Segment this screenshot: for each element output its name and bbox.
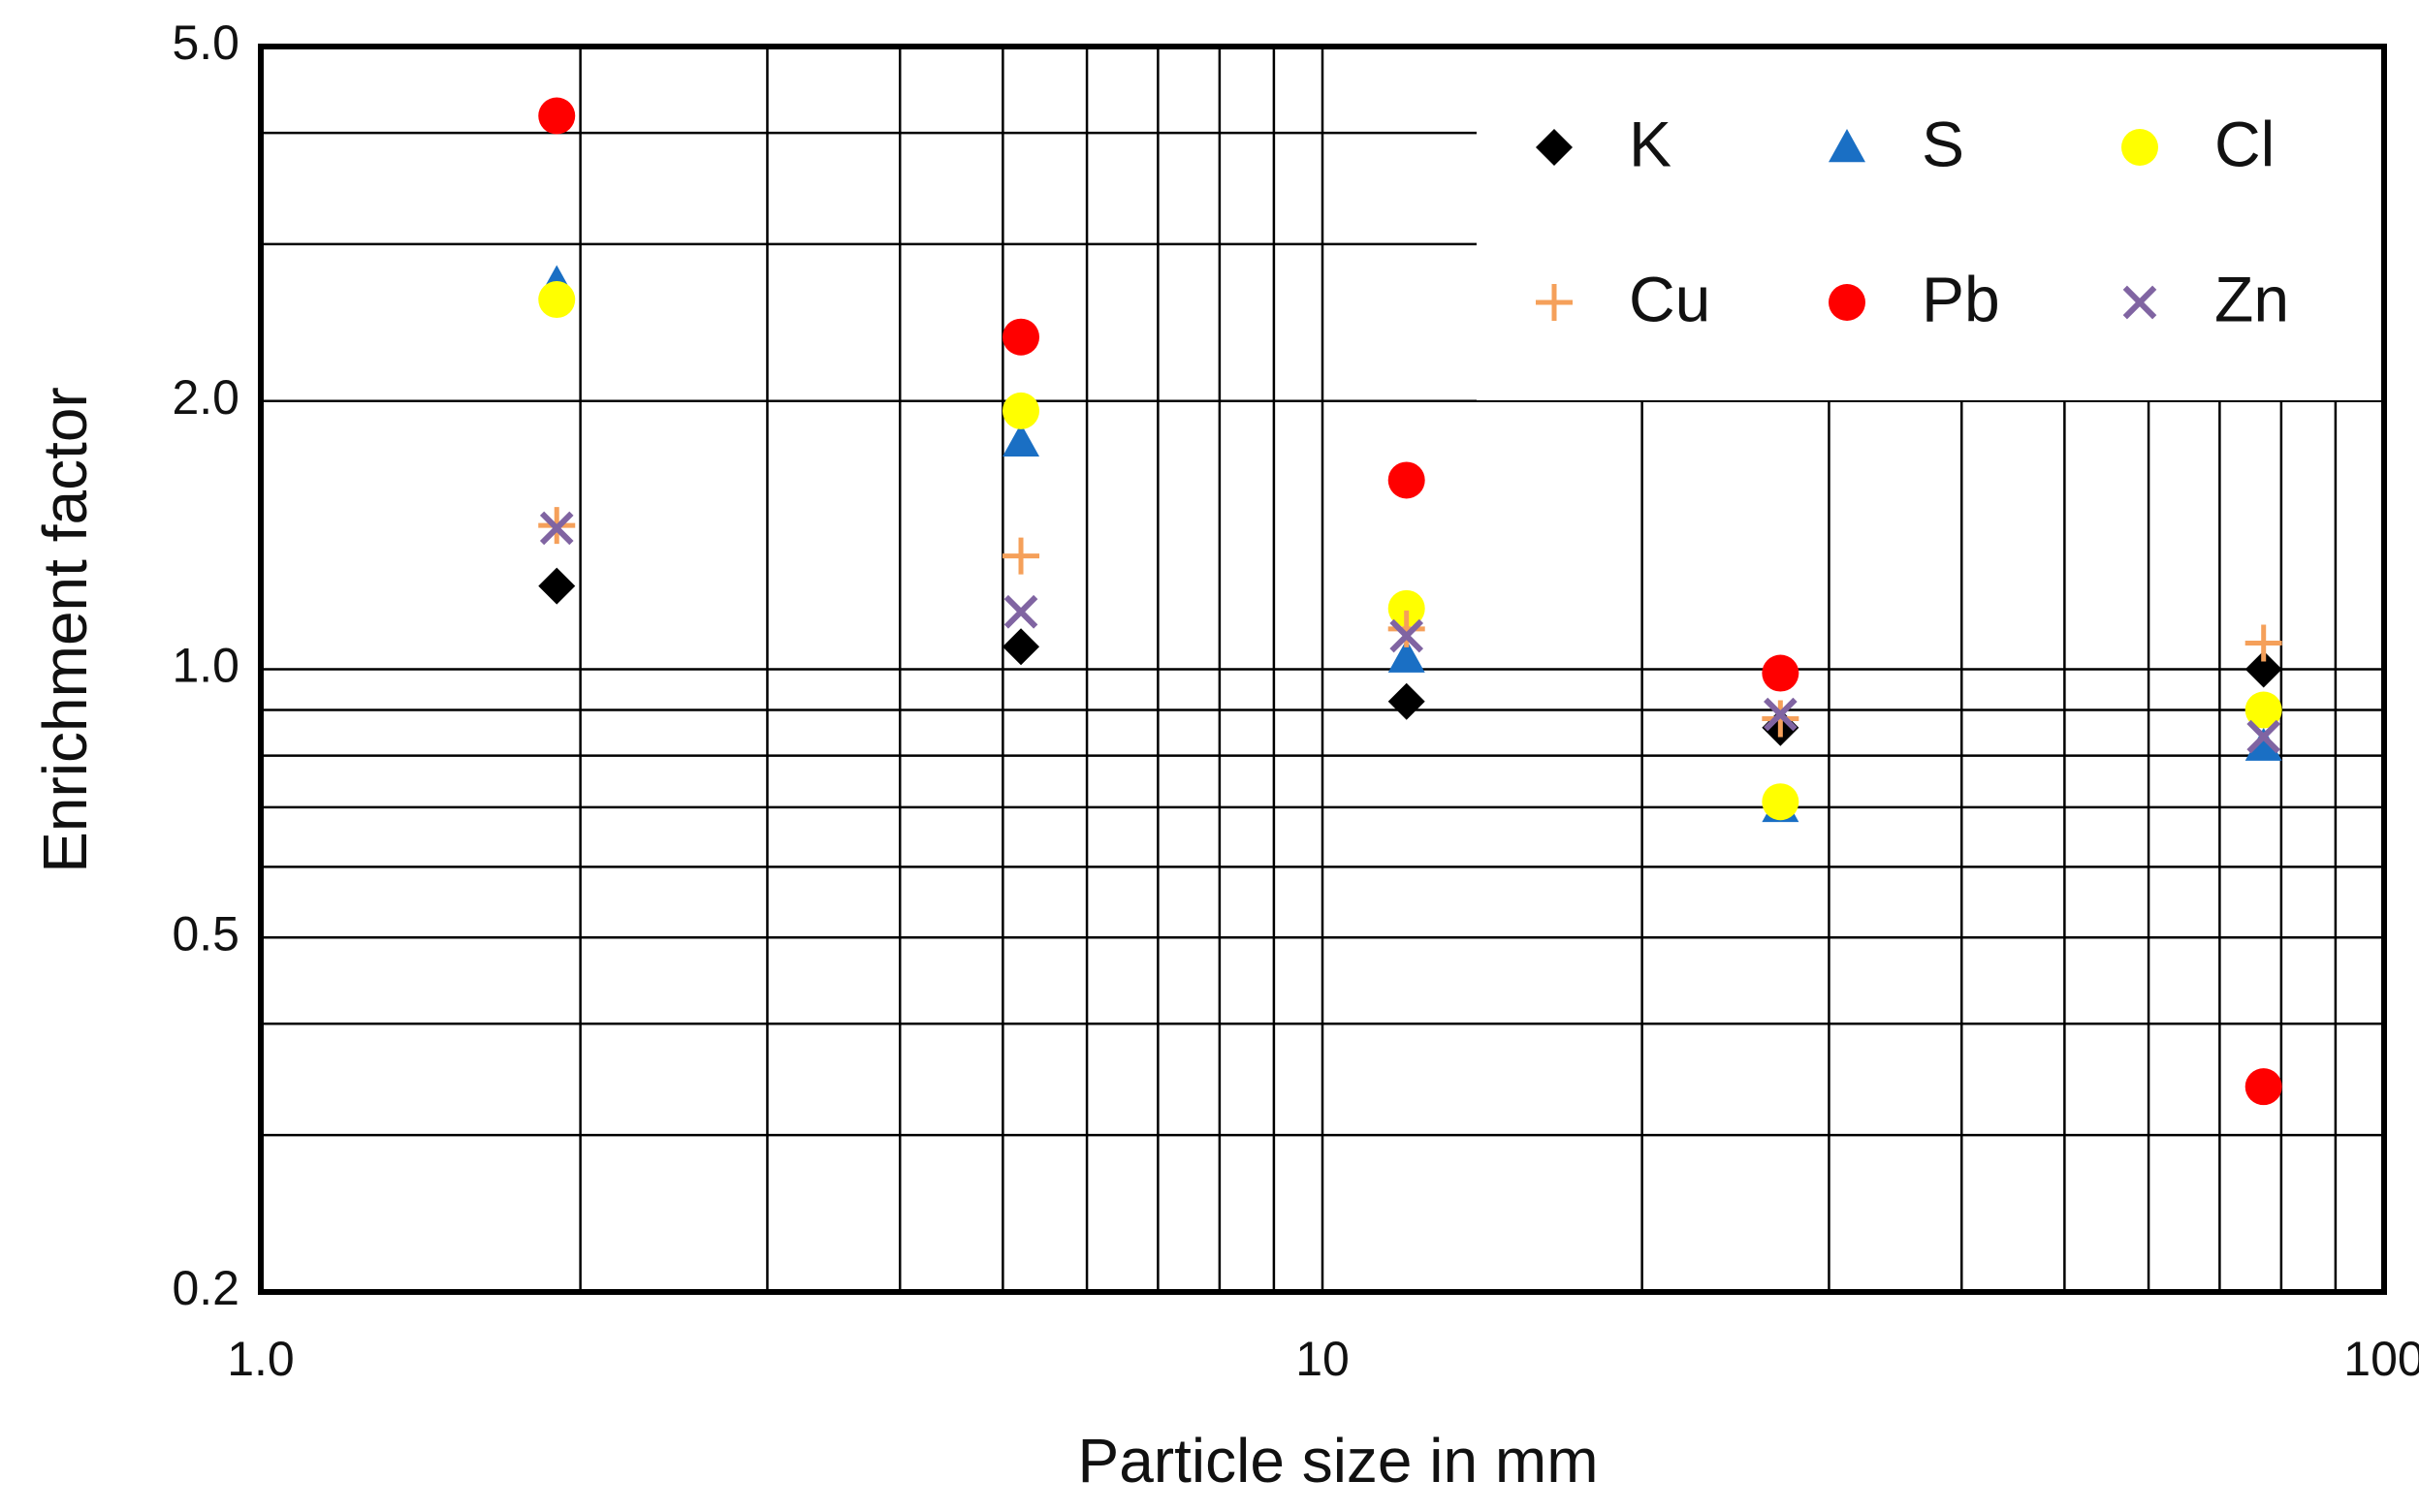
legend-label: Cl (2214, 108, 2275, 179)
y-axis-title: Enrichment factor (30, 387, 100, 873)
point (1762, 654, 1799, 692)
point (538, 97, 576, 135)
point (1387, 682, 1425, 720)
y-tick-label: 0.2 (172, 1261, 239, 1315)
legend-marker (1829, 129, 1865, 163)
x-tick-label: 10 (1295, 1332, 1350, 1386)
point (1003, 594, 1038, 629)
x-tick-label: 1.0 (227, 1332, 295, 1386)
point (1387, 589, 1425, 627)
legend-marker (2121, 129, 2158, 166)
point (2244, 1068, 2282, 1106)
point (1003, 318, 1040, 356)
point (2244, 624, 2282, 662)
legend-box (1477, 47, 2384, 400)
point (2244, 691, 2282, 729)
point (1387, 461, 1425, 499)
point (1389, 618, 1424, 653)
point (1003, 392, 1040, 429)
y-tick-label: 1.0 (172, 639, 239, 693)
point (2246, 719, 2281, 754)
legend-label: Pb (1922, 263, 2000, 334)
legend-marker (2122, 285, 2157, 320)
legend-label: Cu (1629, 263, 1710, 334)
plot-frame (258, 44, 2387, 1295)
point (1762, 700, 1799, 738)
point (538, 281, 576, 319)
x-tick-label: 100 (2343, 1332, 2419, 1386)
point (1003, 423, 1040, 457)
point (1003, 537, 1040, 575)
y-tick-label: 5.0 (172, 16, 239, 70)
y-tick-label: 2.0 (172, 370, 239, 425)
legend-marker (1536, 129, 1573, 166)
point (1387, 610, 1425, 647)
point (538, 567, 576, 605)
y-tick-label: 0.5 (172, 906, 239, 961)
x-axis-title: Particle size in mm (1078, 1426, 1599, 1496)
legend-marker (1829, 284, 1865, 321)
legend-label: Zn (2214, 263, 2289, 334)
point (539, 511, 574, 546)
legend-marker (1536, 284, 1573, 321)
point (2244, 650, 2282, 688)
point (1003, 628, 1040, 666)
legend-label: S (1922, 108, 1964, 179)
point (1764, 697, 1798, 732)
point (2244, 727, 2282, 761)
point (1762, 783, 1799, 821)
legend-label: K (1629, 108, 1671, 179)
point (1387, 639, 1425, 673)
